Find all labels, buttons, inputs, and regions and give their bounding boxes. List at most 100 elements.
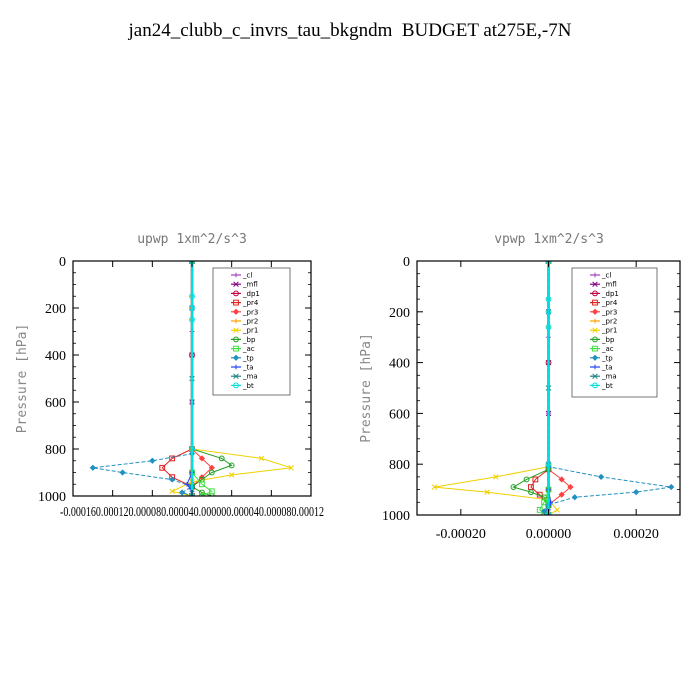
series-line-bp bbox=[512, 261, 550, 515]
data-point-tp bbox=[119, 469, 126, 476]
legend-item: _ma bbox=[590, 373, 617, 381]
legend-marker bbox=[233, 299, 239, 306]
legend-label: _bp bbox=[242, 336, 256, 344]
data-point-pr1 bbox=[258, 455, 265, 462]
data-point-ac bbox=[536, 507, 543, 513]
series-line-pr3 bbox=[548, 261, 572, 515]
legend-label: _mfl bbox=[601, 281, 617, 289]
legend-item: _pr3 bbox=[231, 308, 258, 316]
legend-marker bbox=[592, 336, 598, 343]
legend-label: _cl bbox=[242, 272, 252, 280]
legend: _cl_mfl_dp1_pr4_pr3_pr2_pr1_bp_ac_tp_ta_… bbox=[212, 267, 291, 396]
legend-label: _pr2 bbox=[601, 318, 617, 326]
legend-marker bbox=[591, 354, 599, 361]
legend-label: _ta bbox=[601, 364, 613, 372]
legend-label: _ma bbox=[242, 373, 258, 381]
y-tick-label: 200 bbox=[389, 306, 410, 321]
legend-label: _dp1 bbox=[242, 290, 260, 298]
legend-item: _bp bbox=[590, 336, 615, 344]
legend-item: _dp1 bbox=[590, 290, 619, 298]
legend-label: _pr3 bbox=[242, 308, 258, 316]
legend-box bbox=[571, 267, 658, 398]
legend-item: _pr2 bbox=[231, 318, 258, 326]
data-point-pr1 bbox=[484, 489, 490, 495]
series-line-tp bbox=[543, 261, 672, 515]
legend-marker bbox=[592, 281, 598, 287]
legend-marker bbox=[592, 345, 598, 352]
legend-item: _cl bbox=[590, 272, 611, 280]
data-point-ta bbox=[184, 481, 190, 487]
data-point-pr3 bbox=[567, 483, 574, 491]
legend-label: _mfl bbox=[242, 281, 258, 289]
data-point-pr1 bbox=[554, 507, 561, 513]
legend-label: _bp bbox=[601, 336, 615, 344]
legend-item: _pr4 bbox=[231, 299, 259, 307]
legend-item: _pr3 bbox=[590, 308, 617, 316]
data-point-bt bbox=[545, 324, 552, 330]
legend-item: _pr2 bbox=[590, 318, 617, 326]
data-point-bt bbox=[545, 296, 552, 303]
legend-item: _bp bbox=[231, 336, 256, 344]
legend-marker bbox=[233, 373, 239, 379]
legend-item: _mfl bbox=[231, 281, 258, 289]
data-point-pr1 bbox=[493, 474, 499, 480]
x-tick-label: 0.00000 bbox=[526, 527, 572, 542]
data-point-ac bbox=[541, 499, 548, 506]
legend-item: _dp1 bbox=[231, 290, 260, 298]
legend-item: _ta bbox=[590, 364, 613, 372]
data-point-bt bbox=[189, 305, 195, 311]
x-tick-labels: -0.000160.000120.000080.000040.000000.00… bbox=[60, 505, 324, 520]
series-line-bp bbox=[191, 261, 233, 496]
legend-marker bbox=[233, 318, 239, 324]
legend-marker bbox=[232, 308, 240, 315]
data-point-pr1 bbox=[228, 472, 235, 478]
legend-label: _cl bbox=[601, 272, 611, 280]
legend: _cl_mfl_dp1_pr4_pr3_pr2_pr1_bp_ac_tp_ta_… bbox=[571, 267, 658, 398]
legend-item: _tp bbox=[231, 354, 254, 362]
legend-label: _pr2 bbox=[242, 318, 258, 326]
series-line-pr1 bbox=[170, 261, 292, 496]
legend-marker bbox=[233, 272, 239, 278]
data-point-pr3 bbox=[558, 476, 565, 483]
legend-item: _ac bbox=[231, 345, 255, 353]
legend-item: _pr1 bbox=[231, 327, 258, 335]
legend-marker bbox=[592, 290, 598, 297]
legend-marker bbox=[592, 382, 598, 389]
figure-title: jan24_clubb_c_invrs_tau_bkgndm BUDGET at… bbox=[128, 20, 572, 41]
legend-marker bbox=[592, 364, 598, 370]
legend-item: _pr1 bbox=[590, 327, 617, 335]
legend-marker bbox=[591, 308, 599, 315]
legend-item: _cl bbox=[231, 272, 252, 280]
legend-item: _bt bbox=[231, 382, 254, 390]
y-tick-label: 800 bbox=[45, 443, 66, 458]
legend-label: _pr4 bbox=[242, 299, 259, 307]
data-point-pr1 bbox=[169, 488, 175, 495]
data-point-tp bbox=[89, 464, 96, 471]
data-point-ac bbox=[208, 488, 215, 495]
data-point-tp bbox=[633, 489, 640, 496]
legend-label: _bt bbox=[242, 382, 254, 390]
legend-marker bbox=[592, 327, 598, 333]
y-tick-label: 1000 bbox=[38, 490, 66, 505]
data-point-bp bbox=[510, 484, 517, 490]
data-point-bt bbox=[189, 446, 195, 452]
data-point-pr4 bbox=[532, 476, 539, 483]
y-tick-label: 200 bbox=[45, 302, 66, 317]
legend-item: _tp bbox=[590, 354, 613, 362]
y-tick-label: 0 bbox=[59, 255, 66, 270]
legend-label: _ac bbox=[242, 345, 255, 353]
data-point-tp bbox=[149, 457, 156, 464]
legend-marker bbox=[592, 299, 598, 306]
plot-panel-2: vpwp 1xm^2/s^3 Pressure [hPa] 0 200 400 600 80… bbox=[359, 232, 681, 542]
legend-label: _dp1 bbox=[601, 290, 619, 298]
plot-title: vpwp 1xm^2/s^3 bbox=[494, 232, 604, 247]
data-series-group bbox=[431, 261, 675, 515]
data-point-bp bbox=[199, 489, 205, 496]
data-point-bp bbox=[218, 455, 225, 462]
data-point-tp bbox=[668, 483, 675, 491]
legend-marker bbox=[233, 382, 239, 389]
data-point-pr1 bbox=[288, 465, 294, 471]
data-point-pr4 bbox=[169, 455, 176, 462]
legend-item: _ac bbox=[590, 345, 614, 353]
